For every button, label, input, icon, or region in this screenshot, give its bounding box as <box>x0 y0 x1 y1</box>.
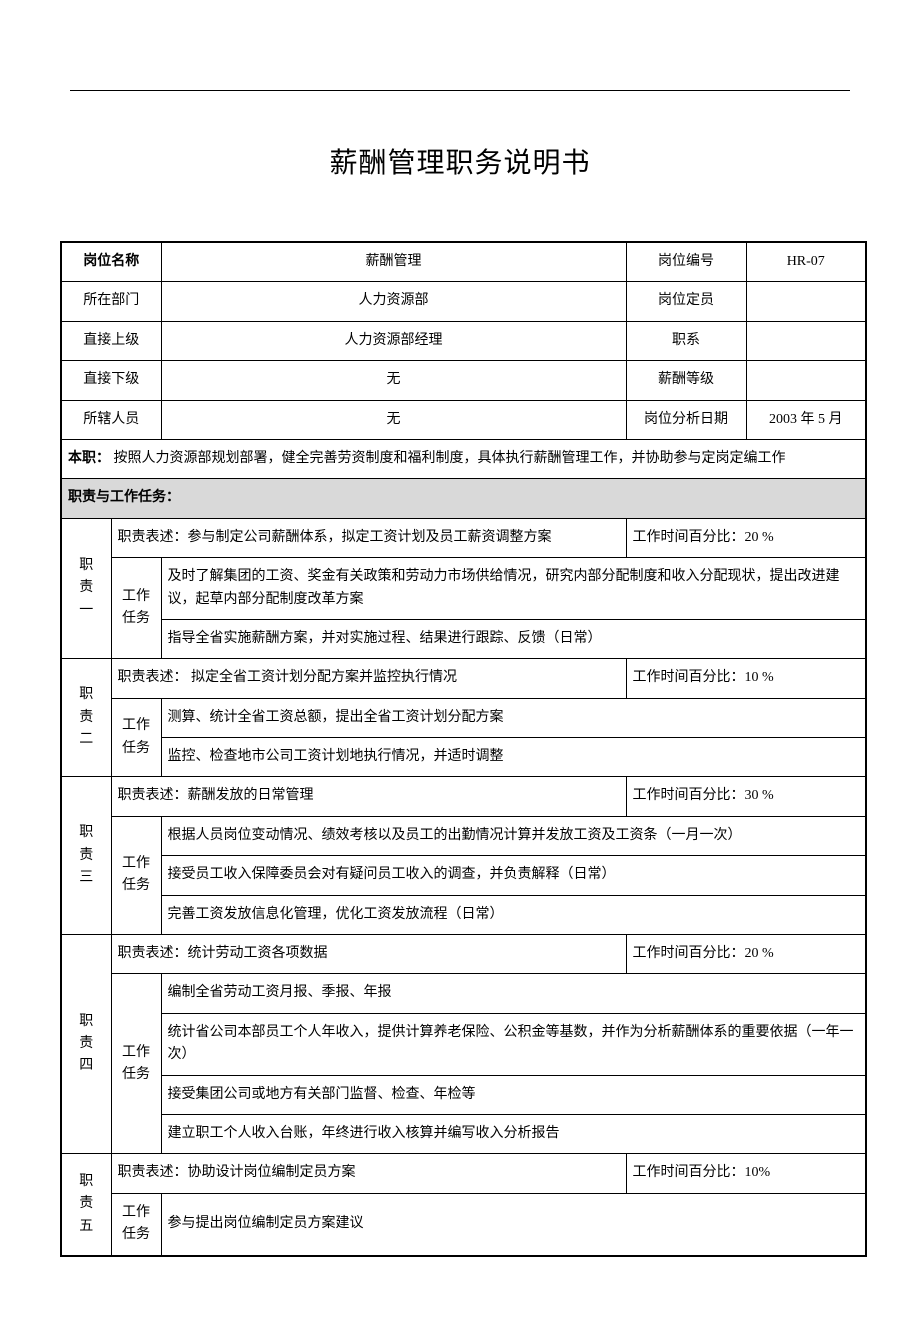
main-duty: 本职： 按照人力资源部规划部署，健全完善劳资制度和福利制度，具体执行薪酬管理工作… <box>61 439 866 478</box>
duty-time: 工作时间百分比：10% <box>626 1154 866 1193</box>
info-value: 无 <box>161 400 626 439</box>
section-header: 职责与工作任务： <box>61 479 866 518</box>
task-label: 工作任务 <box>111 558 161 659</box>
info-label: 所辖人员 <box>61 400 161 439</box>
duty-id: 职责三 <box>61 777 111 935</box>
info-label: 岗位名称 <box>61 242 161 282</box>
duty-id: 职责二 <box>61 659 111 777</box>
info-value: 2003 年 5 月 <box>746 400 866 439</box>
info-value: HR-07 <box>746 242 866 282</box>
task-item: 统计省公司本部员工个人年收入，提供计算养老保险、公积金等基数，并作为分析薪酬体系… <box>161 1013 866 1075</box>
task-item: 及时了解集团的工资、奖金有关政策和劳动力市场供给情况，研究内部分配制度和收入分配… <box>161 558 866 620</box>
task-item: 根据人员岗位变动情况、绩效考核以及员工的出勤情况计算并发放工资及工资条（一月一次… <box>161 816 866 855</box>
task-item: 指导全省实施薪酬方案，并对实施过程、结果进行跟踪、反馈（日常） <box>161 619 866 658</box>
info-value: 人力资源部经理 <box>161 321 626 360</box>
duty-time: 工作时间百分比：20 % <box>626 518 866 557</box>
task-label: 工作任务 <box>111 1193 161 1255</box>
duty-time: 工作时间百分比：10 % <box>626 659 866 698</box>
doc-title: 薪酬管理职务说明书 <box>60 141 860 181</box>
info-label: 薪酬等级 <box>626 361 746 400</box>
duty-id: 职责一 <box>61 518 111 659</box>
task-label: 工作任务 <box>111 974 161 1154</box>
task-label: 工作任务 <box>111 698 161 777</box>
header-rule <box>70 90 850 91</box>
task-item: 接受集团公司或地方有关部门监督、检查、年检等 <box>161 1075 866 1114</box>
task-item: 接受员工收入保障委员会对有疑问员工收入的调查，并负责解释（日常） <box>161 856 866 895</box>
task-item: 建立职工个人收入台账，年终进行收入核算并编写收入分析报告 <box>161 1114 866 1153</box>
info-label: 岗位编号 <box>626 242 746 282</box>
duty-desc: 职责表述：统计劳动工资各项数据 <box>111 935 626 974</box>
task-item: 完善工资发放信息化管理，优化工资发放流程（日常） <box>161 895 866 934</box>
task-item: 测算、统计全省工资总额，提出全省工资计划分配方案 <box>161 698 866 737</box>
task-label: 工作任务 <box>111 816 161 934</box>
duty-desc: 职责表述：参与制定公司薪酬体系，拟定工资计划及员工薪资调整方案 <box>111 518 626 557</box>
job-description-table: 岗位名称薪酬管理岗位编号HR-07 所在部门人力资源部岗位定员直接上级人力资源部经… <box>60 241 867 1257</box>
duty-time: 工作时间百分比：30 % <box>626 777 866 816</box>
duty-desc: 职责表述：薪酬发放的日常管理 <box>111 777 626 816</box>
task-item: 监控、检查地市公司工资计划地执行情况，并适时调整 <box>161 738 866 777</box>
info-label: 直接上级 <box>61 321 161 360</box>
info-value: 无 <box>161 361 626 400</box>
duty-desc: 职责表述： 拟定全省工资计划分配方案并监控执行情况 <box>111 659 626 698</box>
info-label: 岗位定员 <box>626 282 746 321</box>
info-label: 直接下级 <box>61 361 161 400</box>
task-item: 编制全省劳动工资月报、季报、年报 <box>161 974 866 1013</box>
duty-id: 职责四 <box>61 935 111 1154</box>
task-item: 参与提出岗位编制定员方案建议 <box>161 1193 866 1255</box>
duty-id: 职责五 <box>61 1154 111 1256</box>
info-value <box>746 282 866 321</box>
info-value: 薪酬管理 <box>161 242 626 282</box>
duty-time: 工作时间百分比：20 % <box>626 935 866 974</box>
info-label: 岗位分析日期 <box>626 400 746 439</box>
info-label: 职系 <box>626 321 746 360</box>
info-value <box>746 361 866 400</box>
info-value: 人力资源部 <box>161 282 626 321</box>
duty-desc: 职责表述：协助设计岗位编制定员方案 <box>111 1154 626 1193</box>
info-value <box>746 321 866 360</box>
info-label: 所在部门 <box>61 282 161 321</box>
